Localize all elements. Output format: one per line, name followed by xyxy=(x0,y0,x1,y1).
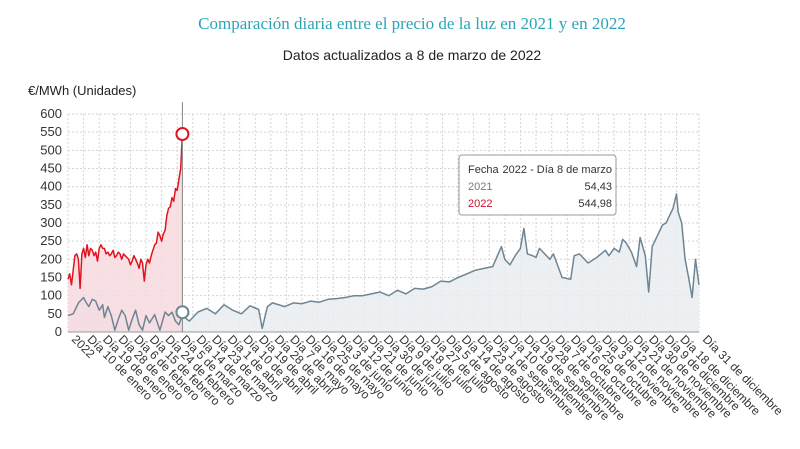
y-tick-label: 200 xyxy=(40,251,62,266)
tooltip-row-2021-value: 54,43 xyxy=(584,181,612,193)
y-tick-label: 0 xyxy=(55,324,62,339)
series-line-2022 xyxy=(67,133,184,290)
area-layer xyxy=(68,134,699,332)
tooltip-row-2022-label: 2022 xyxy=(468,198,492,210)
series-area-2021 xyxy=(68,193,699,332)
y-tick-label: 450 xyxy=(40,161,62,176)
y-axis-label: €/MWh (Unidades) xyxy=(28,83,136,98)
series-line-2021 xyxy=(67,193,700,331)
y-tick-label: 150 xyxy=(40,270,62,285)
y-tick-label: 400 xyxy=(40,179,62,194)
y-tick-label: 100 xyxy=(40,288,62,303)
tooltip-header-right: 2022 - Día 8 de marzo xyxy=(503,164,612,176)
y-tick-label: 300 xyxy=(40,215,62,230)
series-area-2022 xyxy=(68,134,183,332)
marker-layer xyxy=(175,102,190,332)
y-tick-label: 550 xyxy=(40,124,62,139)
tooltip-row-2021-label: 2021 xyxy=(468,181,492,193)
axis-layer: 0 50 100 150 200 250 300 350 400 450 500 550 600 2022… xyxy=(40,106,786,423)
y-tick-label: 500 xyxy=(40,142,62,157)
tooltip-box xyxy=(458,154,617,216)
y-tick-label: 250 xyxy=(40,233,62,248)
y-tick-label: 50 xyxy=(48,306,62,321)
y-tick-label: 350 xyxy=(40,197,62,212)
marker-2021 xyxy=(175,305,190,320)
tooltip: Fecha 2022 - Día 8 de marzo 2021 54,43 2… xyxy=(458,154,617,216)
line-layer xyxy=(67,133,700,331)
y-tick-label: 600 xyxy=(40,106,62,121)
chart-title: Comparación diaria entre el precio de la… xyxy=(198,14,626,33)
tooltip-header-left: Fecha xyxy=(468,164,499,176)
tooltip-row-2022-value: 544,98 xyxy=(578,198,612,210)
chart-subtitle: Datos actualizados a 8 de marzo de 2022 xyxy=(283,47,542,63)
marker-2022 xyxy=(175,126,190,141)
